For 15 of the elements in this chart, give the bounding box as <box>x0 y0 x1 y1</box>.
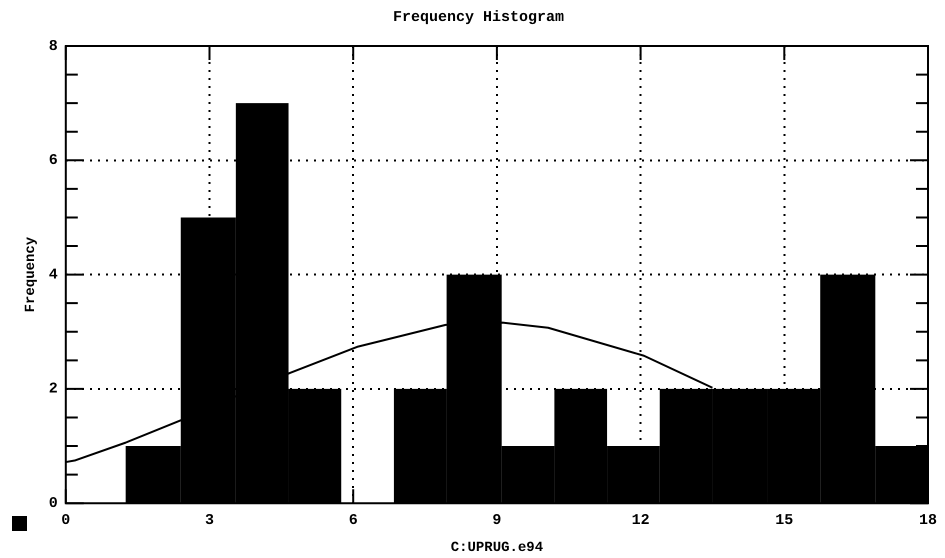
x-tick-label: 0 <box>61 512 70 529</box>
y-tick-label: 0 <box>48 494 58 512</box>
x-tick-label: 12 <box>632 512 650 529</box>
x-axis-title: C:UPRUG.e94 <box>450 540 544 556</box>
chart-title: Frequency Histogram <box>392 8 564 26</box>
y-tick-label: 6 <box>48 152 58 170</box>
y-tick-label: 2 <box>48 380 58 398</box>
y-axis-title: Frequency <box>22 236 39 312</box>
x-tick-label: 6 <box>348 512 358 529</box>
y-tick-label: 8 <box>48 38 58 55</box>
x-tick-label: 3 <box>204 512 214 529</box>
y-tick-label: 4 <box>48 266 58 284</box>
x-tick-label: 9 <box>492 512 502 529</box>
x-tick-label: 18 <box>918 512 938 529</box>
x-tick-label: 15 <box>775 512 794 529</box>
